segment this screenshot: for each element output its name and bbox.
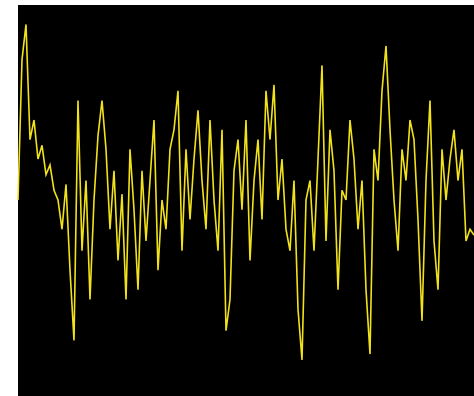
- waveform-line: [17, 24, 474, 360]
